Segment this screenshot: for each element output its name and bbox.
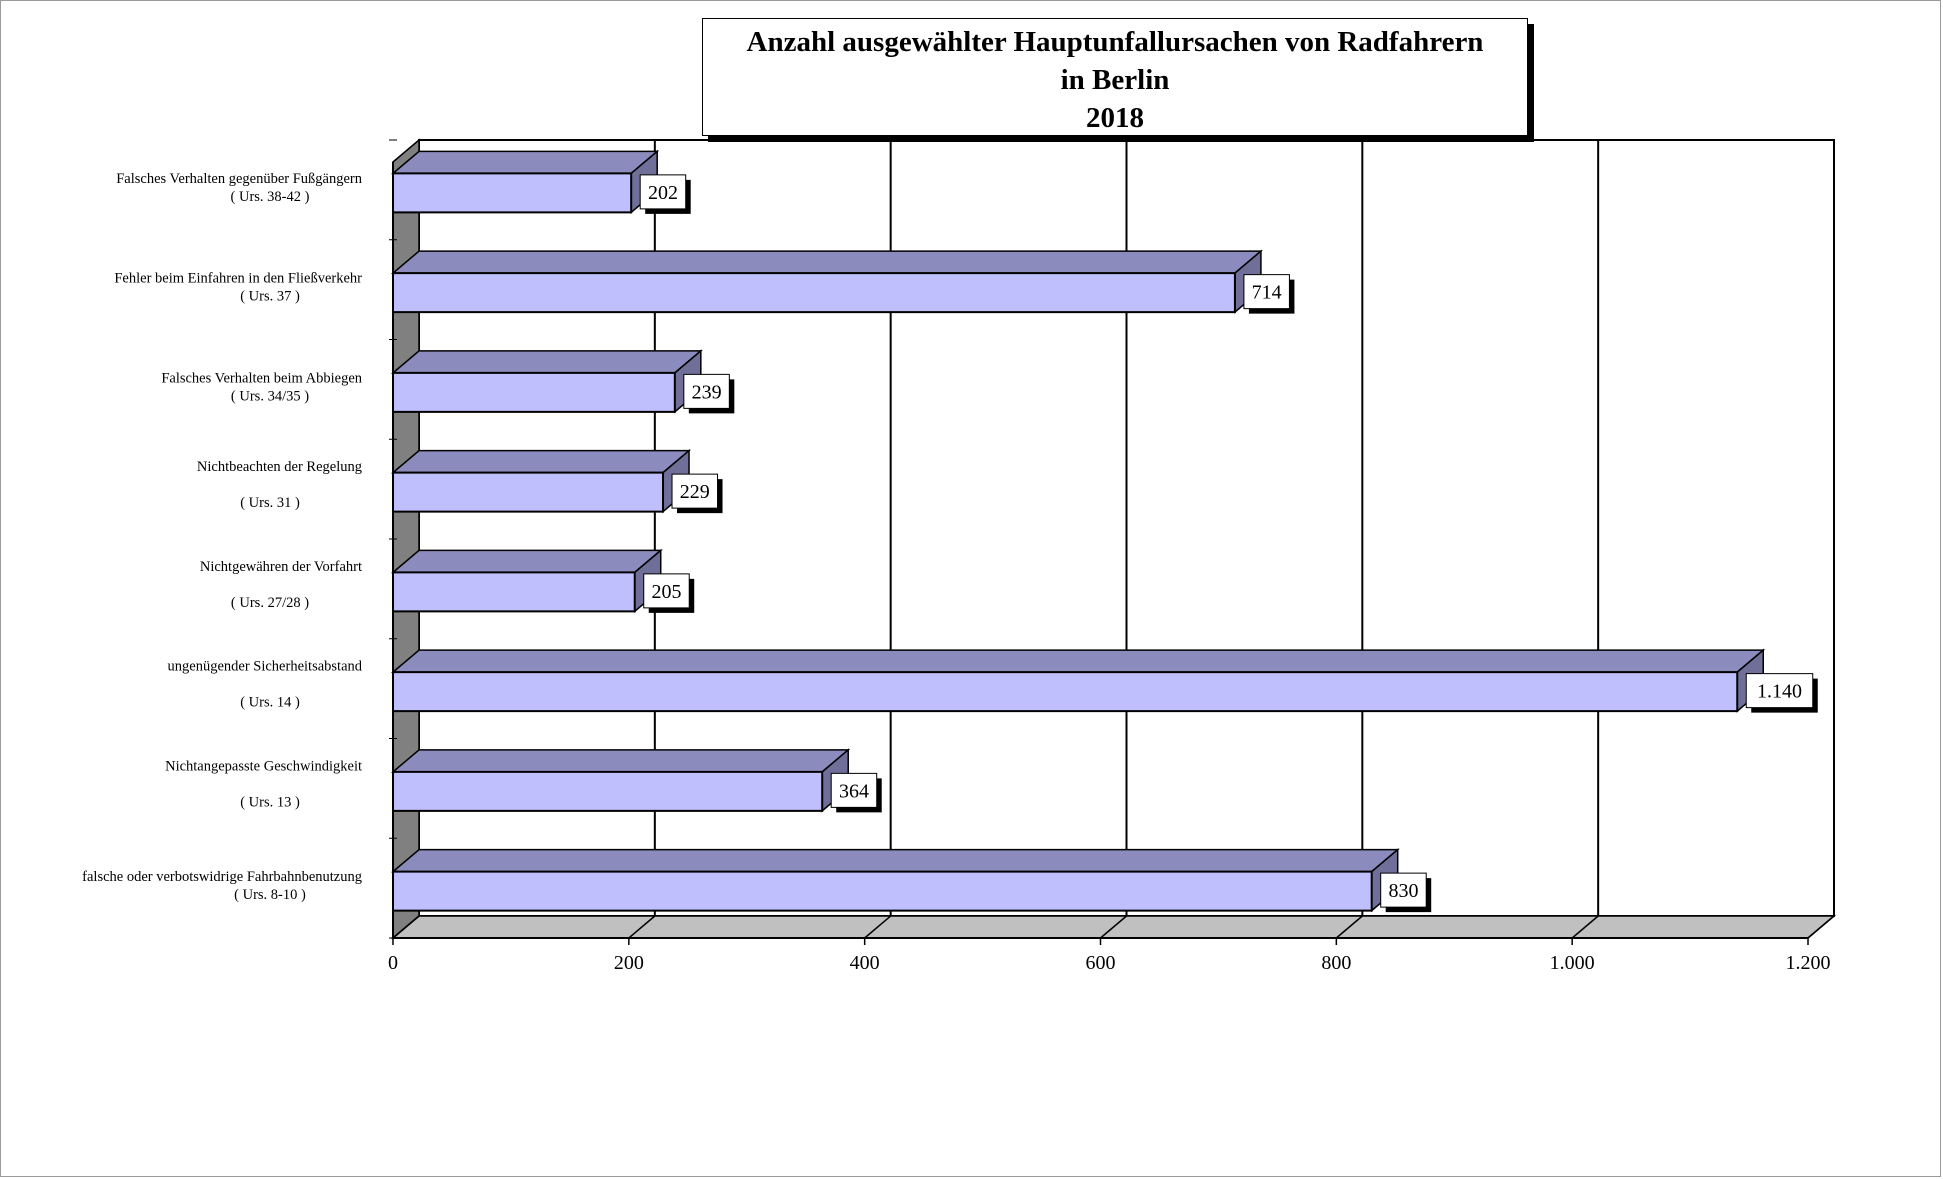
chart-title-line-2: in Berlin [1060,64,1170,96]
data-label-box [643,573,690,609]
data-label: 239 [692,381,722,403]
category-code-label: ( Urs. 31 ) [240,495,300,511]
category-label: falsche oder verbotswidrige Fahrbahnbenu… [82,869,362,885]
category-code-label: ( Urs. 38-42 ) [231,189,310,205]
bar-group [390,748,851,813]
bar [392,770,824,812]
data-label: 714 [1252,282,1282,304]
floor-gridline [628,915,656,939]
category-code-label: ( Urs. 37 ) [240,289,300,305]
bar-group [390,149,660,214]
category-label: Falsches Verhalten gegenüber Fußgängern [116,171,363,187]
bar-top-face [390,549,663,574]
category-code-label: ( Urs. 14 ) [240,695,300,711]
chart-title-line-3: 2018 [1086,102,1144,134]
floor-gridline [1335,915,1363,939]
x-tick-label: 1.200 [1786,952,1831,974]
floor-gridline [1100,915,1127,939]
data-label-box [1380,872,1427,908]
data-label-box [671,473,719,509]
data-label: 229 [680,481,710,503]
category-code-label: ( Urs. 27/28 ) [231,595,309,611]
category-label: Nichtgewähren der Vorfahrt [200,559,362,575]
x-tick-label: 0 [388,952,398,974]
floor-gridline [1571,915,1599,939]
category-code-label: ( Urs. 34/35 ) [231,388,309,404]
bar-group [390,249,1263,314]
bar [392,272,1236,314]
data-label-box [639,174,687,210]
category-label: Fehler beim Einfahren in den Fließverkeh… [114,271,362,287]
bar-group [390,848,1400,913]
bar-group [390,648,1766,713]
data-label: 1.140 [1757,681,1802,703]
bar [392,471,665,513]
x-tick-label: 800 [1321,952,1351,974]
category-code-label: ( Urs. 8-10 ) [234,887,306,903]
bar-top-face [390,350,703,374]
data-label-box [1745,673,1814,709]
bar-top-face [390,250,1263,274]
x-tick-label: 200 [614,952,644,974]
bar-top-face [390,749,851,773]
chart-title-box: Anzahl ausgewählter Hauptunfallursachen … [702,18,1528,136]
category-code-label: ( Urs. 13 ) [240,794,300,810]
data-label-box [1243,274,1290,310]
x-tick-label: 1.000 [1550,952,1595,974]
category-label: Falsches Verhalten beim Abbiegen [161,370,362,386]
data-label: 830 [1388,880,1418,902]
category-label: Nichtangepasste Geschwindigkeit [165,758,362,774]
bar-group [390,548,663,613]
chart-title-line-1: Anzahl ausgewählter Hauptunfallursachen … [746,26,1484,58]
bar-group [390,349,703,414]
bar-top-face [390,649,1766,673]
data-label-box [683,373,730,409]
floor-gridline [864,915,892,939]
data-label: 364 [839,780,869,802]
bar-top-face [390,150,660,175]
bar [392,371,676,413]
x-tick-label: 400 [850,952,880,974]
data-label-box [830,772,878,808]
bar [392,571,636,613]
data-label: 205 [651,581,681,603]
category-label: ungenügender Sicherheitsabstand [168,659,363,675]
bar-top-face [390,848,1400,873]
bar-group [390,449,692,514]
floor-gridline [1807,915,1835,939]
category-label: Nichtbeachten der Regelung [197,459,362,475]
floor-gridline [392,915,420,939]
bar [392,671,1739,713]
x-tick-label: 600 [1086,952,1116,974]
bar [392,172,633,214]
bar-top-face [390,449,692,474]
bar [392,870,1373,912]
data-label: 202 [648,182,678,204]
